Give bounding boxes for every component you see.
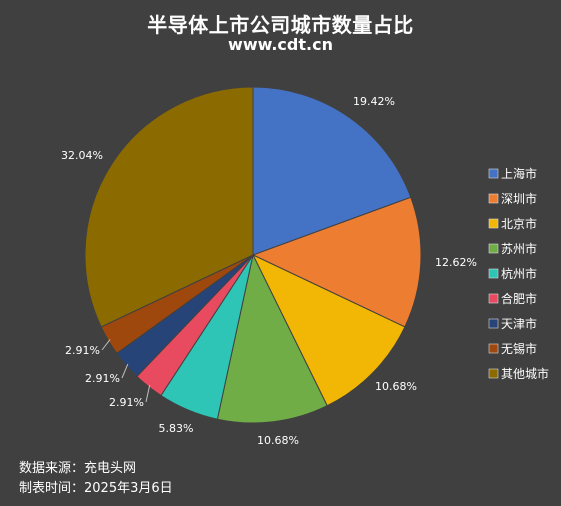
legend-swatch xyxy=(488,168,499,179)
legend-swatch xyxy=(488,343,499,354)
data-label: 32.04% xyxy=(61,149,103,162)
leader-line xyxy=(101,339,111,351)
pie-slice-2 xyxy=(251,196,422,328)
legend-label: 其他城市 xyxy=(501,366,549,381)
legend-item: 杭州市 xyxy=(488,266,537,281)
legend-item: 无锡市 xyxy=(488,341,537,356)
data-label: 5.83% xyxy=(159,422,194,435)
legend-item: 天津市 xyxy=(488,316,537,331)
data-labels: 19.42% 12.62% 10.68% 10.68% 5.83% 2.91% 2.91% 2… xyxy=(61,95,477,447)
data-label: 2.91% xyxy=(109,396,144,409)
legend-swatch xyxy=(488,268,499,279)
legend-label: 天津市 xyxy=(501,316,537,331)
data-label: 2.91% xyxy=(85,372,120,385)
legend-label: 深圳市 xyxy=(501,191,537,206)
legend-item: 合肥市 xyxy=(488,291,537,306)
chart-subtitle: www.cdt.cn xyxy=(228,35,333,54)
leader-lines xyxy=(101,339,151,403)
legend-swatch xyxy=(488,243,499,254)
chart-title: 半导体上市公司城市数量占比 xyxy=(147,13,414,37)
pie-slice-3 xyxy=(251,253,406,407)
legend-swatch xyxy=(488,368,499,379)
legend-swatch xyxy=(488,218,499,229)
data-source: 数据来源：充电头网 xyxy=(19,461,137,476)
legend-label: 苏州市 xyxy=(501,241,537,256)
legend-label: 合肥市 xyxy=(501,291,537,306)
data-label: 2.91% xyxy=(65,344,100,357)
pie-slice-4 xyxy=(216,253,328,424)
pie-slice-9 xyxy=(84,86,254,328)
legend-item: 上海市 xyxy=(488,166,537,181)
legend-item: 深圳市 xyxy=(488,191,537,206)
legend-label: 杭州市 xyxy=(501,266,537,281)
leader-line xyxy=(145,384,151,403)
legend-label: 上海市 xyxy=(501,166,537,181)
table-date: 制表时间：2025年3月6日 xyxy=(19,481,173,496)
legend-item: 北京市 xyxy=(488,216,537,231)
data-label: 12.62% xyxy=(435,256,477,269)
legend-item: 其他城市 xyxy=(488,366,549,381)
data-label: 10.68% xyxy=(375,380,417,393)
legend-item: 苏州市 xyxy=(488,241,537,256)
pie-slice-1 xyxy=(252,86,412,256)
legend-swatch xyxy=(488,293,499,304)
legend-swatch xyxy=(488,318,499,329)
leader-line xyxy=(121,363,129,379)
data-label: 19.42% xyxy=(353,95,395,108)
data-label: 10.68% xyxy=(257,434,299,447)
legend-label: 无锡市 xyxy=(501,341,537,356)
legend-label: 北京市 xyxy=(501,216,537,231)
pie-slices xyxy=(84,86,422,424)
legend-swatch xyxy=(488,193,499,204)
